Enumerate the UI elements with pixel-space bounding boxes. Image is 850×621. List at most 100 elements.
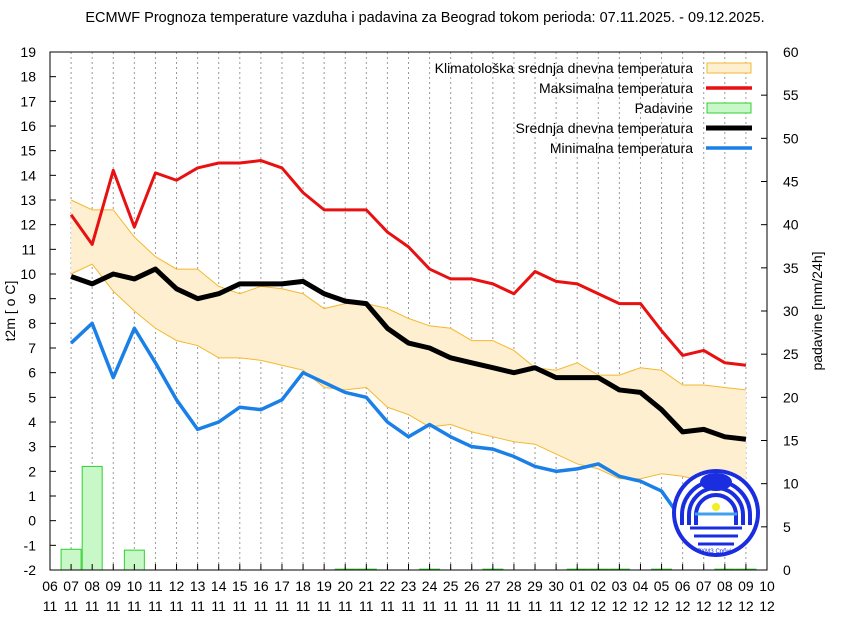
x-tick-month: 11 [85,598,100,614]
x-tick-day: 28 [506,578,522,594]
y-tick-label: 3 [28,439,36,455]
x-tick-day: 08 [84,578,100,594]
y2-tick-label: 35 [783,260,799,276]
x-tick-month: 11 [338,598,353,614]
logo-part: РХМЗ Србије [697,549,735,555]
x-tick-day: 24 [422,578,438,594]
x-tick-day: 26 [464,578,480,594]
x-tick-day: 03 [612,578,628,594]
y-axis-label: t2m [ o C] [2,281,18,342]
y-tick-label: 15 [20,143,36,159]
logo-part [694,493,738,525]
y2-tick-label: 60 [783,44,799,60]
x-tick-day: 27 [485,578,501,594]
y-tick-label: 1 [28,488,36,504]
x-tick-day: 08 [717,578,733,594]
x-tick-month: 11 [422,598,437,614]
x-tick-day: 17 [274,578,290,594]
x-tick-day: 06 [675,578,691,594]
x-tick-day: 18 [295,578,311,594]
x-tick-day: 10 [127,578,143,594]
x-tick-month: 12 [569,598,585,614]
x-tick-month: 11 [380,598,395,614]
x-tick-day: 09 [738,578,754,594]
y-tick-label: 6 [28,365,36,381]
legend-label: Maksimalna temperatura [539,80,693,96]
x-tick-month: 11 [296,598,311,614]
x-tick-day: 12 [169,578,185,594]
chart-title: ECMWF Prognoza temperature vazduha i pad… [85,10,765,26]
min-temperature-line [69,321,747,543]
y2-tick-label: 0 [783,562,791,578]
y2-tick-label: 30 [783,303,799,319]
x-tick-month: 11 [507,598,522,614]
x-tick-day: 06 [42,578,58,594]
x-tick-month: 11 [528,598,543,614]
y-tick-label: 17 [20,93,36,109]
x-tick-day: 29 [527,578,543,594]
x-tick-day: 21 [359,578,375,594]
x-tick-day: 22 [380,578,396,594]
x-tick-month: 11 [106,598,121,614]
y-tick-label: 9 [28,291,36,307]
y2-tick-label: 50 [783,130,799,146]
legend-label: Srednja dnevna temperatura [516,120,694,136]
x-tick-month: 11 [148,598,163,614]
x-tick-day: 01 [569,578,585,594]
legend-swatch [706,62,752,74]
y-tick-label: 10 [20,266,36,282]
x-tick-day: 11 [148,578,163,594]
y-tick-label: 8 [28,315,36,331]
x-tick-month: 12 [591,598,607,614]
y2-tick-label: 45 [783,174,799,190]
x-tick-month: 12 [633,598,649,614]
x-tick-month: 11 [169,598,184,614]
y2-tick-label: 55 [783,87,799,103]
y2-tick-label: 5 [783,519,791,535]
y-tick-label: 0 [28,513,36,529]
x-tick-day: 19 [316,578,332,594]
x-tick-month: 11 [443,598,458,614]
x-tick-month: 11 [359,598,374,614]
x-tick-month: 11 [211,598,226,614]
x-tick-day: 05 [654,578,670,594]
y-tick-label: 4 [28,414,36,430]
y-tick-label: 14 [20,167,36,183]
x-tick-day: 30 [548,578,564,594]
y-tick-label: 13 [20,192,36,208]
x-tick-month: 11 [486,598,501,614]
y-tick-label: 2 [28,463,36,479]
y-tick-label: 7 [28,340,36,356]
x-tick-day: 16 [253,578,269,594]
x-tick-month: 11 [317,598,332,614]
y-tick-label: -2 [24,562,37,578]
x-tick-day: 09 [105,578,121,594]
x-tick-month: 12 [654,598,670,614]
legend-label: Minimalna temperatura [550,140,693,156]
y-tick-label: -1 [24,537,37,553]
x-tick-day: 02 [591,578,607,594]
y-tick-label: 5 [28,389,36,405]
x-tick-month: 12 [759,598,775,614]
x-tick-day: 15 [232,578,248,594]
x-tick-month: 12 [675,598,691,614]
y-tick-label: 12 [20,217,36,233]
x-tick-month: 12 [696,598,712,614]
precip-bar [81,465,103,571]
max-temperature-line [69,159,747,367]
x-tick-day: 14 [211,578,227,594]
y2-tick-label: 15 [783,433,799,449]
x-tick-month: 11 [127,598,142,614]
x-tick-month: 11 [254,598,269,614]
y-tick-label: 19 [20,44,36,60]
mean-temperature-line [70,266,747,442]
legend-swatch [706,102,752,114]
x-tick-month: 11 [549,598,564,614]
logo-part [712,503,720,511]
y2-axis-label: padavine [mm/24h] [809,251,825,370]
y2-tick-label: 10 [783,476,799,492]
legend-label: Padavine [635,100,694,116]
x-tick-day: 07 [63,578,79,594]
climatology-upper-line [70,199,746,391]
